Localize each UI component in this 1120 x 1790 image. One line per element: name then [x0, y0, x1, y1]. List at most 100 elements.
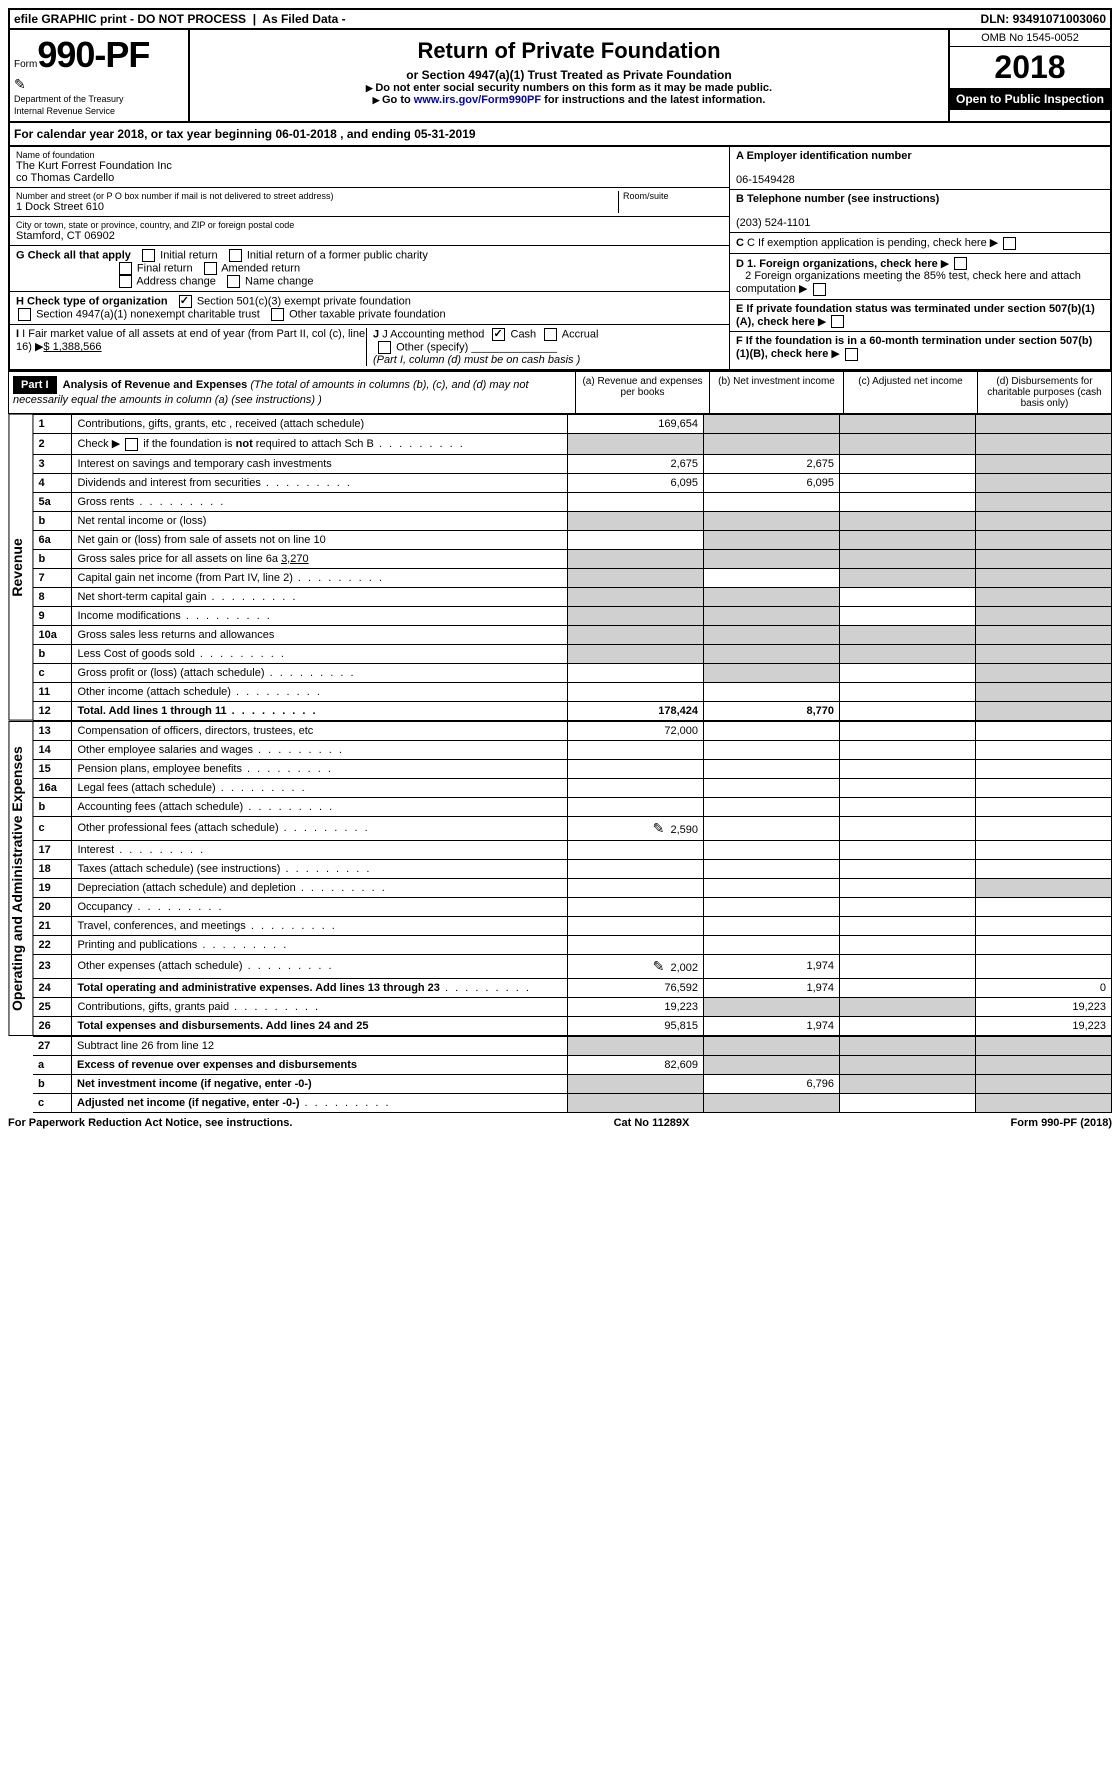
form-title: Return of Private Foundation [194, 38, 944, 64]
line-27c: cAdjusted net income (if negative, enter… [33, 1093, 1112, 1112]
f-cell: F If the foundation is in a 60-month ter… [730, 332, 1110, 364]
d2-checkbox[interactable] [813, 283, 826, 296]
address-cell: Number and street (or P O box number if … [10, 188, 729, 217]
cash-checkbox[interactable] [492, 328, 505, 341]
501c3-checkbox[interactable] [179, 295, 192, 308]
line-10b: bLess Cost of goods sold [33, 644, 1111, 663]
other-taxable-checkbox[interactable] [271, 308, 284, 321]
initial-former-checkbox[interactable] [229, 249, 242, 262]
dln-label: DLN: [981, 12, 1010, 26]
e-cell: E If private foundation status was termi… [730, 300, 1110, 333]
d1-checkbox[interactable] [954, 257, 967, 270]
col-c-header: (c) Adjusted net income [843, 372, 977, 413]
form-ref: Form 990-PF (2018) [1011, 1117, 1112, 1129]
section-i-j: I I Fair market value of all assets at e… [10, 325, 729, 369]
omb-number: OMB No 1545-0052 [950, 30, 1110, 47]
form-header: Form990-PF ✎ Department of the Treasury … [8, 30, 1112, 123]
net-table: 27Subtract line 26 from line 12 aExcess … [33, 1036, 1112, 1113]
revenue-section: Revenue 1Contributions, gifts, grants, e… [8, 414, 1112, 721]
year-end: 05-31-2019 [414, 127, 475, 141]
city-cell: City or town, state or province, country… [10, 217, 729, 246]
line-9: 9Income modifications [33, 606, 1111, 625]
line-3: 3Interest on savings and temporary cash … [33, 454, 1111, 473]
line-27: 27Subtract line 26 from line 12 [33, 1036, 1112, 1055]
line-22: 22Printing and publications [33, 935, 1111, 954]
line-1: 1Contributions, gifts, grants, etc , rec… [33, 415, 1111, 434]
line-25: 25Contributions, gifts, grants paid19,22… [33, 997, 1111, 1016]
line-10c: cGross profit or (loss) (attach schedule… [33, 663, 1111, 682]
cat-number: Cat No 11289X [614, 1117, 690, 1129]
irs-label: Internal Revenue Service [14, 106, 115, 116]
c-checkbox[interactable] [1003, 237, 1016, 250]
line-14: 14Other employee salaries and wages [33, 740, 1111, 759]
city-state-zip: Stamford, CT 06902 [16, 230, 723, 242]
name-change-checkbox[interactable] [227, 275, 240, 288]
title-box: Return of Private Foundation or Section … [190, 30, 948, 121]
instructions-link-row: Go to www.irs.gov/Form990PF for instruct… [194, 94, 944, 106]
section-g: G Check all that apply Initial return In… [10, 246, 729, 292]
ssn-warning: Do not enter social security numbers on … [194, 82, 944, 94]
pencil-icon[interactable]: ✎ [653, 958, 665, 974]
form-prefix: Form [14, 59, 37, 70]
line-16c: cOther professional fees (attach schedul… [33, 816, 1111, 840]
form-number: 990-PF [37, 34, 149, 75]
amended-return-checkbox[interactable] [204, 262, 217, 275]
fmv-amount: $ 1,388,566 [43, 341, 101, 353]
year-box: OMB No 1545-0052 2018 Open to Public Ins… [948, 30, 1110, 121]
accrual-checkbox[interactable] [544, 328, 557, 341]
line-2: 2Check ▶ if the foundation is not requir… [33, 434, 1111, 455]
tax-year: 2018 [950, 47, 1110, 88]
line-20: 20Occupancy [33, 897, 1111, 916]
line-4: 4Dividends and interest from securities6… [33, 473, 1111, 492]
street-address: 1 Dock Street 610 [16, 201, 618, 213]
col-a-header: (a) Revenue and expenses per books [575, 372, 709, 413]
form-id-box: Form990-PF ✎ Department of the Treasury … [10, 30, 190, 121]
foundation-name-cell: Name of foundation The Kurt Forrest Foun… [10, 147, 729, 188]
initial-return-checkbox[interactable] [142, 249, 155, 262]
line-11: 11Other income (attach schedule) [33, 682, 1111, 701]
line-15: 15Pension plans, employee benefits [33, 759, 1111, 778]
irs-link[interactable]: www.irs.gov/Form990PF [414, 94, 541, 106]
section-h: H Check type of organization Section 501… [10, 292, 729, 325]
d-cell: D 1. Foreign organizations, check here ▶… [730, 254, 1110, 300]
dept-label: Department of the Treasury [14, 94, 124, 104]
paperwork-notice: For Paperwork Reduction Act Notice, see … [8, 1117, 292, 1129]
c-cell: C C If exemption application is pending,… [730, 233, 1110, 254]
line-13: 13Compensation of officers, directors, t… [33, 721, 1111, 740]
line-8: 8Net short-term capital gain [33, 587, 1111, 606]
f-checkbox[interactable] [845, 348, 858, 361]
line-16b: bAccounting fees (attach schedule) [33, 797, 1111, 816]
part1-badge: Part I [13, 376, 57, 394]
other-method-checkbox[interactable] [378, 341, 391, 354]
line-6a: 6aNet gain or (loss) from sale of assets… [33, 530, 1111, 549]
line-27a: aExcess of revenue over expenses and dis… [33, 1055, 1112, 1074]
pencil-icon[interactable]: ✎ [653, 820, 665, 836]
efile-notice: efile GRAPHIC print - DO NOT PROCESS [14, 12, 246, 26]
asfiled-label: As Filed Data - [262, 12, 345, 26]
dln-value: 93491071003060 [1013, 12, 1106, 26]
line-6b: bGross sales price for all assets on lin… [33, 549, 1111, 568]
4947a1-checkbox[interactable] [18, 308, 31, 321]
foundation-co: co Thomas Cardello [16, 172, 723, 184]
year-begin: 06-01-2018 [275, 127, 336, 141]
line-5a: 5aGross rents [33, 492, 1111, 511]
open-to-public: Open to Public Inspection [950, 88, 1110, 110]
line-27b: bNet investment income (if negative, ent… [33, 1074, 1112, 1093]
line-21: 21Travel, conferences, and meetings [33, 916, 1111, 935]
line-7: 7Capital gain net income (from Part IV, … [33, 568, 1111, 587]
entity-info: Name of foundation The Kurt Forrest Foun… [8, 147, 1112, 371]
col-b-header: (b) Net investment income [709, 372, 843, 413]
calendar-year-row: For calendar year 2018, or tax year begi… [8, 123, 1112, 147]
final-return-checkbox[interactable] [119, 262, 132, 275]
line-10a: 10aGross sales less returns and allowanc… [33, 625, 1111, 644]
phone-cell: B Telephone number (see instructions) (2… [730, 190, 1110, 233]
line-23: 23Other expenses (attach schedule)✎ 2,00… [33, 954, 1111, 978]
line-12: 12Total. Add lines 1 through 11178,4248,… [33, 701, 1111, 720]
part1-header: Part I Analysis of Revenue and Expenses … [8, 371, 1112, 414]
e-checkbox[interactable] [831, 315, 844, 328]
pencil-icon: ✎ [14, 76, 26, 92]
col-d-header: (d) Disbursements for charitable purpose… [977, 372, 1111, 413]
form-subtitle: or Section 4947(a)(1) Trust Treated as P… [194, 68, 944, 82]
address-change-checkbox[interactable] [119, 275, 132, 288]
line-19: 19Depreciation (attach schedule) and dep… [33, 878, 1111, 897]
